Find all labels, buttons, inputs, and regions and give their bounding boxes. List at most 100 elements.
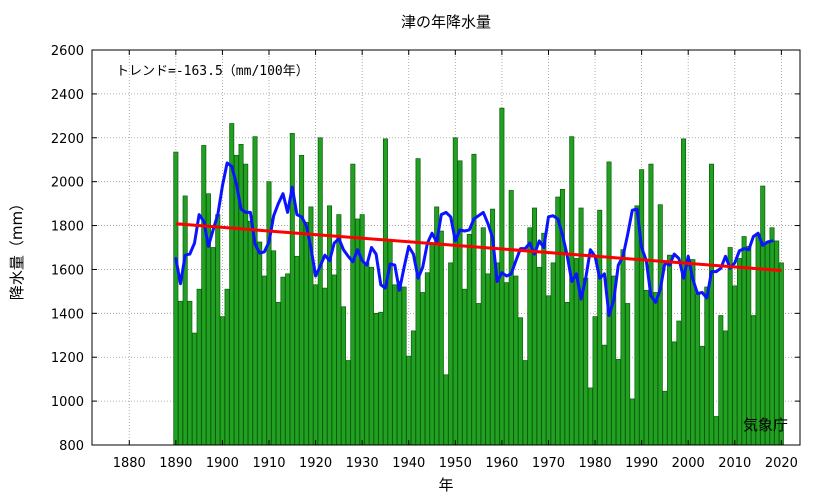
x-axis-label: 年 xyxy=(438,476,453,494)
precipitation-bar xyxy=(681,138,687,446)
precipitation-bar xyxy=(718,315,724,446)
precipitation-bar xyxy=(704,286,710,446)
y-tick-label: 1600 xyxy=(51,263,84,278)
precipitation-bar xyxy=(210,247,216,446)
precipitation-bar xyxy=(191,332,197,446)
precipitation-bar xyxy=(527,227,533,446)
precipitation-bar xyxy=(667,254,673,446)
precipitation-bar xyxy=(261,275,267,446)
precipitation-bar xyxy=(615,359,621,446)
precipitation-bar xyxy=(401,286,407,446)
precipitation-bar xyxy=(280,276,286,446)
precipitation-bar xyxy=(457,160,463,446)
precipitation-bar xyxy=(182,195,188,446)
precipitation-bar xyxy=(592,316,598,446)
precipitation-bar xyxy=(345,360,351,446)
moving-average-line xyxy=(174,161,774,317)
y-tick-label: 1000 xyxy=(51,395,84,410)
x-tick-label: 1930 xyxy=(346,456,379,471)
precipitation-bar xyxy=(313,284,319,446)
y-axis-label: 降水量（mm） xyxy=(8,196,26,300)
precipitation-bar xyxy=(350,163,356,446)
precipitation-bar xyxy=(639,169,645,446)
precipitation-bar xyxy=(396,281,402,446)
precipitation-bar xyxy=(727,247,733,446)
precipitation-bar xyxy=(494,262,500,446)
precipitation-bar xyxy=(382,138,388,446)
precipitation-bar xyxy=(676,320,682,446)
precipitation-bar xyxy=(359,214,365,446)
precipitation-bar xyxy=(587,387,593,446)
x-tick-label: 1950 xyxy=(439,456,472,471)
x-tick-label: 1890 xyxy=(159,456,192,471)
precipitation-bar xyxy=(466,233,472,446)
precipitation-bar xyxy=(317,137,323,446)
x-tick-label: 1910 xyxy=(252,456,285,471)
precipitation-bar xyxy=(219,316,225,446)
precipitation-bar xyxy=(224,288,230,446)
precipitation-bar xyxy=(471,153,477,446)
precipitation-bar xyxy=(480,227,486,446)
precipitation-bar xyxy=(541,232,547,446)
precipitation-bar xyxy=(424,272,430,446)
y-tick-label: 2400 xyxy=(51,88,84,103)
precipitation-bar xyxy=(392,284,398,446)
precipitation-bar xyxy=(331,274,337,446)
precipitation-bar xyxy=(709,163,714,446)
precipitation-bar xyxy=(634,205,640,446)
precipitation-bar xyxy=(289,133,295,446)
precipitation-bar xyxy=(215,214,221,446)
precipitation-bar xyxy=(732,285,738,446)
precipitation-bar xyxy=(429,243,435,446)
precipitation-bar xyxy=(201,145,207,446)
x-tick-label: 1900 xyxy=(206,456,239,471)
precipitation-bar xyxy=(545,295,551,446)
precipitation-bar xyxy=(769,227,775,446)
precipitation-bar xyxy=(247,220,253,446)
trend-line xyxy=(175,222,782,273)
precipitation-bar xyxy=(662,390,668,446)
precipitation-bar xyxy=(322,287,328,446)
x-tick-label: 1970 xyxy=(532,456,565,471)
precipitation-bar xyxy=(196,288,202,446)
y-tick-label: 2200 xyxy=(51,132,84,147)
precipitation-bar xyxy=(755,233,761,446)
precipitation-bar xyxy=(410,330,416,446)
x-tick-label: 1990 xyxy=(625,456,658,471)
x-tick-label: 1920 xyxy=(299,456,332,471)
precipitation-bar xyxy=(699,345,705,446)
precipitation-bar xyxy=(415,158,421,446)
x-tick-label: 1940 xyxy=(392,456,425,471)
precipitation-bar xyxy=(341,306,347,446)
x-tick-label: 1880 xyxy=(113,456,146,471)
precipitation-bar xyxy=(653,292,659,446)
chart-title: 津の年降水量 xyxy=(401,13,491,31)
precipitation-bar xyxy=(243,163,249,446)
precipitation-bar xyxy=(368,266,374,446)
precipitation-bar xyxy=(564,302,570,446)
precipitation-bar xyxy=(364,262,370,446)
y-tick-label: 1400 xyxy=(51,307,84,322)
precipitation-bar xyxy=(485,273,491,446)
precipitation-bar xyxy=(518,317,524,446)
precipitation-bar xyxy=(452,137,458,446)
precipitation-bar xyxy=(448,262,454,446)
overlay-lines xyxy=(174,161,782,317)
precipitation-bar xyxy=(685,264,691,446)
precipitation-bar xyxy=(378,311,384,446)
precipitation-bar xyxy=(373,312,379,446)
x-tick-label: 2000 xyxy=(672,456,705,471)
precipitation-bar xyxy=(476,303,482,446)
precipitation-bar xyxy=(187,300,193,446)
precipitation-bar xyxy=(550,262,556,446)
precipitation-bar xyxy=(532,207,537,446)
y-tick-label: 800 xyxy=(59,439,84,454)
credit-label: 気象庁 xyxy=(743,416,788,434)
precipitation-bar xyxy=(760,185,766,446)
precipitation-bar xyxy=(285,273,291,446)
precipitation-bar xyxy=(252,136,258,446)
precipitation-bar xyxy=(764,242,770,446)
precipitation-bar xyxy=(438,230,444,446)
precipitation-bar xyxy=(620,249,626,446)
